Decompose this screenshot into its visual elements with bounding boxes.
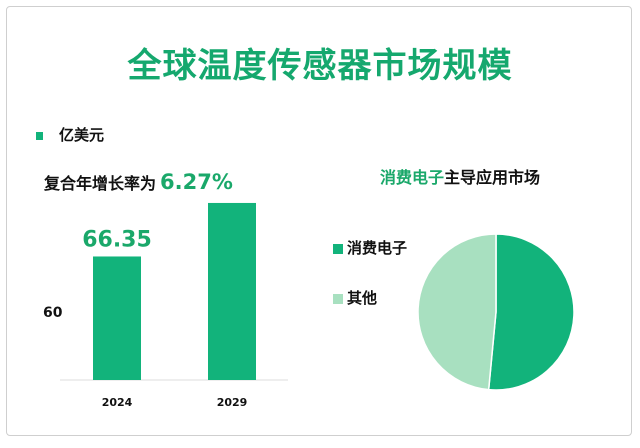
pie-slice-0 bbox=[487, 233, 575, 391]
data-label: 66.35 bbox=[82, 227, 152, 252]
unit-legend: 亿美元 bbox=[36, 124, 104, 145]
card-frame bbox=[6, 6, 632, 436]
pie-slice-1 bbox=[417, 233, 497, 391]
legend-label: 其他 bbox=[347, 289, 378, 307]
cagr-label: 复合年增长率为 bbox=[44, 174, 157, 193]
bar-2029 bbox=[208, 202, 256, 380]
page-title: 全球温度传感器市场规模 bbox=[127, 46, 513, 86]
pie-legend-item-0: 消费电子 bbox=[333, 237, 407, 258]
pie-title-highlight: 消费电子 bbox=[380, 168, 445, 187]
x-tick-label: 2029 bbox=[217, 396, 248, 409]
bar-2024 bbox=[93, 256, 141, 380]
unit-label: 亿美元 bbox=[59, 126, 105, 144]
pie-legend-item-1: 其他 bbox=[333, 287, 377, 308]
cagr-value: 6.27% bbox=[160, 170, 233, 194]
pie-title-rest: 主导应用市场 bbox=[444, 168, 541, 187]
x-tick-label: 2024 bbox=[102, 396, 133, 409]
pie-title: 消费电子主导应用市场 bbox=[380, 164, 540, 188]
cagr-text: 复合年增长率为 6.27% bbox=[44, 170, 233, 194]
legend-label: 消费电子 bbox=[347, 239, 408, 257]
legend-swatch bbox=[36, 131, 43, 140]
y-tick-label: 60 bbox=[43, 305, 63, 321]
legend-swatch bbox=[333, 293, 343, 304]
legend-swatch bbox=[333, 243, 343, 254]
